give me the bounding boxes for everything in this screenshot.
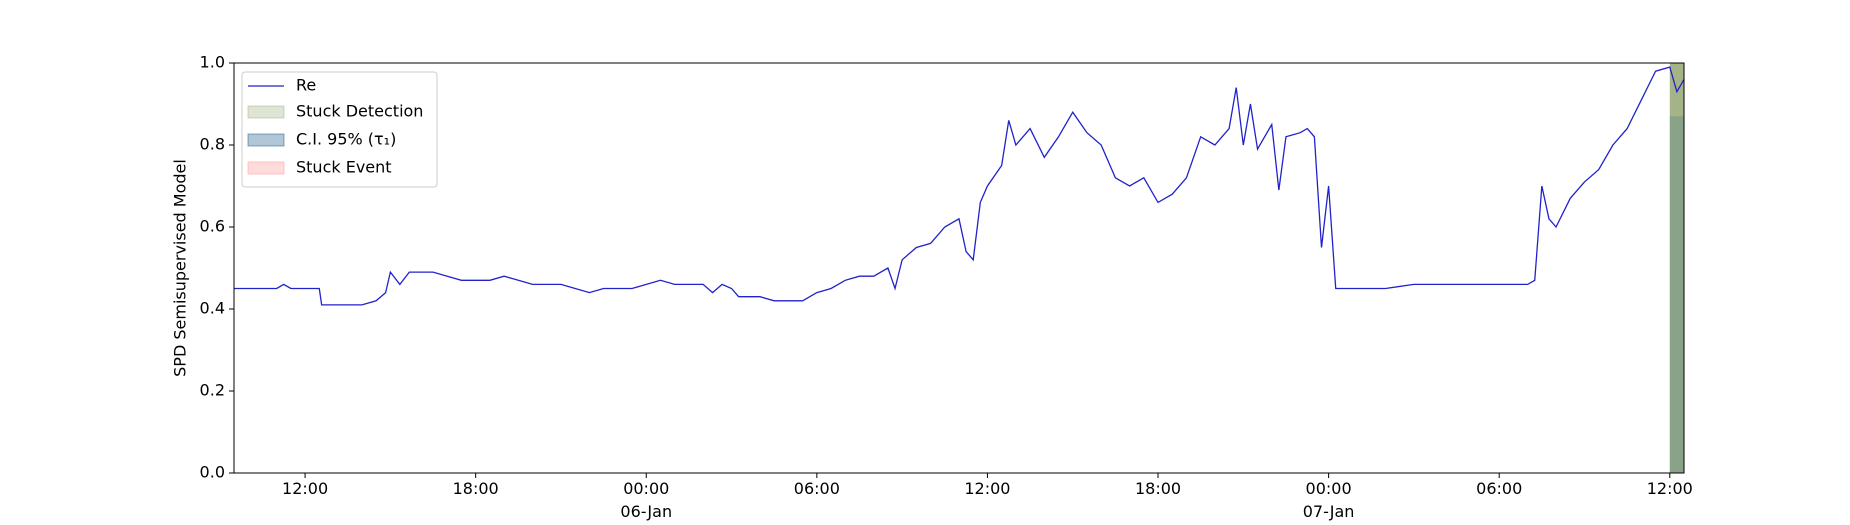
legend-label: C.I. 95% (τ₁)	[296, 130, 396, 149]
y-tick-label: 0.8	[200, 135, 225, 154]
x-tick-label: 12:00	[964, 479, 1010, 498]
legend-box	[241, 71, 438, 188]
y-tick-label: 0.2	[200, 381, 225, 400]
legend-swatch	[247, 161, 285, 175]
plot-frame	[233, 62, 1685, 474]
x-tick-label: 06:00	[1476, 479, 1522, 498]
legend-swatch	[247, 133, 285, 147]
legend-label: Re	[296, 76, 316, 95]
x-tick-label: 12:00	[1647, 479, 1693, 498]
x-tick-label: 18:00	[453, 479, 499, 498]
legend-swatch	[247, 105, 285, 119]
legend-label: Stuck Detection	[296, 102, 423, 121]
y-tick-label: 0.6	[200, 217, 225, 236]
legend: Re Stuck Detection C.I. 95% (τ₁) Stuck Even…	[241, 71, 438, 188]
y-tick-label: 0.0	[200, 463, 225, 482]
x-tick-label: 12:00	[282, 479, 328, 498]
span	[1669, 116, 1684, 474]
span	[1669, 63, 1684, 473]
x-tick-label: 00:00 07-Jan	[1303, 479, 1355, 521]
data-line	[234, 66, 1685, 306]
x-tick-label: 18:00	[1135, 479, 1181, 498]
y-tick-label: 0.4	[200, 299, 225, 318]
y-tick-label: 1.0	[200, 53, 225, 72]
x-tick-label: 06:00	[794, 479, 840, 498]
legend-label: Stuck Event	[296, 158, 392, 177]
y-axis-label: SPD Semisupervised Model	[171, 159, 190, 377]
